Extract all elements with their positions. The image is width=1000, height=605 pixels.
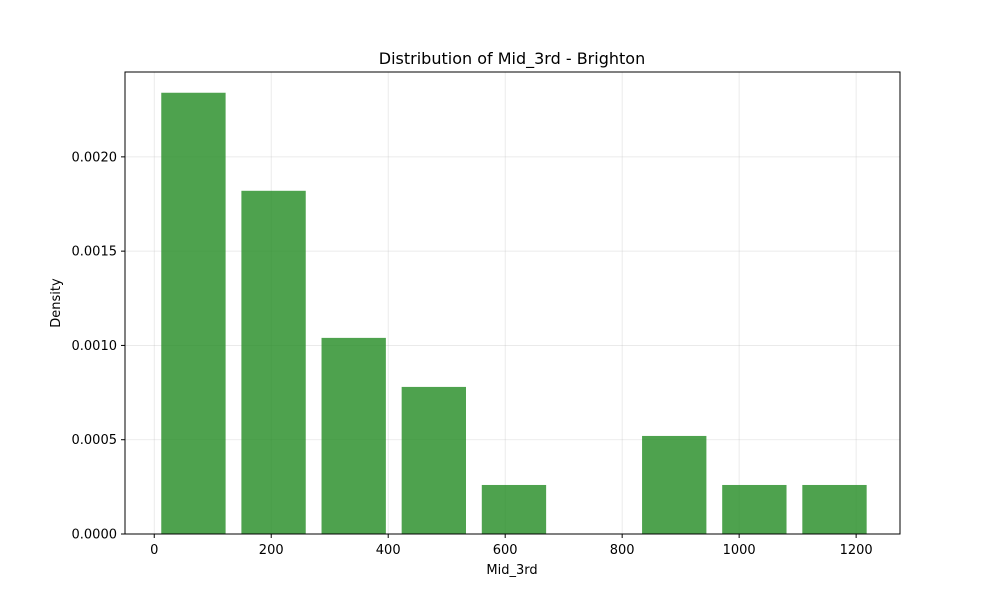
x-tick-label: 400 (376, 543, 401, 558)
y-tick-label: 0.0015 (72, 245, 118, 260)
x-tick-label: 1200 (840, 543, 873, 558)
y-tick-label: 0.0020 (72, 150, 118, 165)
bars (161, 92, 867, 535)
plot-frame (124, 71, 901, 535)
histogram-bar (161, 92, 226, 534)
x-tick-label: 1000 (723, 543, 756, 558)
x-axis-ticks: 0 200 400 600 800 1000 1200 (150, 534, 873, 558)
histogram-bar (642, 435, 707, 534)
x-tick-label: 600 (493, 543, 518, 558)
histogram-bar (481, 484, 547, 534)
histogram-bar (401, 386, 466, 534)
y-axis-ticks: 0.0000 0.0005 0.0010 0.0015 0.0020 (72, 150, 125, 543)
x-tick-label: 0 (150, 543, 158, 558)
y-axis-label: Density (49, 278, 64, 328)
histogram-bar (241, 190, 306, 535)
histogram-bar (802, 484, 867, 534)
histogram-bar (722, 484, 787, 534)
x-axis-label: Mid_3rd (486, 563, 537, 578)
x-tick-label: 800 (610, 543, 635, 558)
chart-title: Distribution of Mid_3rd - Brighton (379, 49, 645, 69)
histogram-bar (321, 337, 386, 534)
x-tick-label: 200 (259, 543, 284, 558)
y-tick-label: 0.0005 (72, 433, 118, 448)
y-tick-label: 0.0010 (72, 339, 118, 354)
y-tick-label: 0.0000 (72, 528, 118, 543)
